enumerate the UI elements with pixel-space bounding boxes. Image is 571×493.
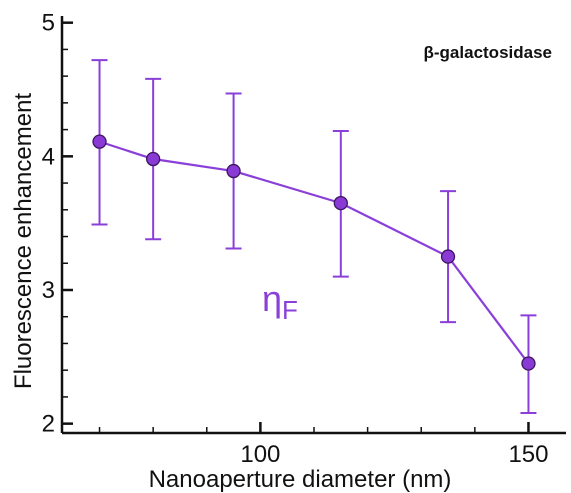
chart-annotation: β-galactosidase <box>424 43 552 62</box>
x-axis-title: Nanoaperture diameter (nm) <box>149 466 452 493</box>
series-layer <box>91 59 537 414</box>
axes-layer <box>60 16 566 435</box>
data-point <box>226 163 241 179</box>
x-tick-label: 150 <box>508 441 548 468</box>
data-point <box>333 195 348 211</box>
data-point <box>521 356 536 371</box>
data-point <box>440 249 456 264</box>
y-tick-label: 5 <box>42 10 55 37</box>
data-point <box>92 134 107 149</box>
series-label-subscript: F <box>282 295 298 325</box>
ticks-layer: 2 3 4 5 100 150 <box>42 10 549 468</box>
y-axis-title: Fluorescence enhancement <box>10 93 37 390</box>
x-tick-label: 100 <box>240 441 280 468</box>
y-tick-label: 4 <box>42 143 55 170</box>
y-tick-label: 3 <box>42 277 55 304</box>
text-layer: Fluorescence enhancement Nanoaperture di… <box>10 43 552 493</box>
data-point <box>145 151 161 167</box>
series-label: ηF <box>262 278 298 325</box>
y-tick-label: 2 <box>42 411 55 438</box>
series-line <box>99 140 530 365</box>
series-label-main: η <box>262 278 282 319</box>
